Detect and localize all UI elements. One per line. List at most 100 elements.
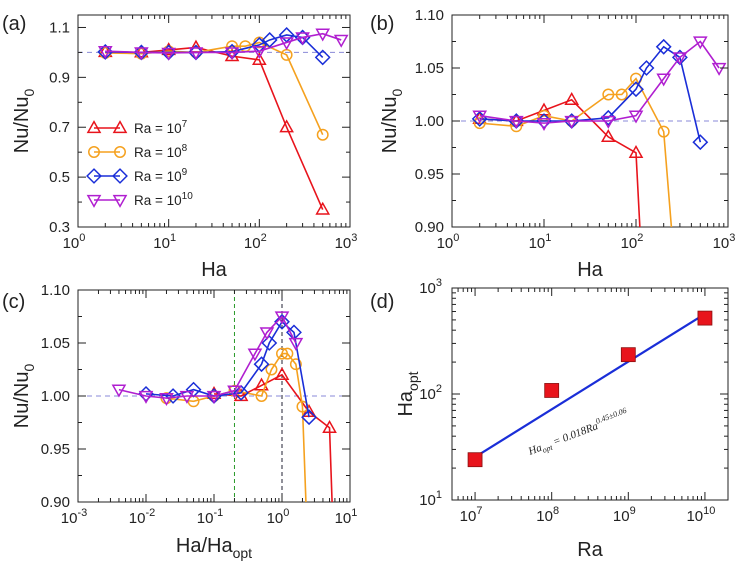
data-point — [536, 117, 552, 131]
x-tick-label: 101 — [153, 232, 176, 252]
x-tick-base: 10 — [536, 508, 553, 525]
data-point — [159, 392, 174, 406]
x-tick-base: 10 — [197, 510, 214, 527]
data-point — [247, 348, 263, 362]
x-tick-label: 100 — [63, 232, 86, 252]
scatter-series — [467, 310, 713, 468]
x-tick-exp: 0 — [453, 232, 459, 244]
x-tick-label: 109 — [613, 505, 636, 525]
x-tick-label: 102 — [621, 232, 644, 252]
plot-frame-d — [451, 287, 729, 501]
series-line — [479, 77, 673, 227]
series-Ra=1e7 — [206, 366, 337, 502]
x-tick-label: 101 — [335, 507, 358, 527]
x-tick-base: 10 — [244, 235, 261, 252]
y-axis-label-b: Nu/Nu0 — [379, 89, 405, 154]
x-tick-label: 10-1 — [197, 507, 223, 527]
data-point — [179, 390, 195, 404]
x-tick-base: 10 — [335, 235, 352, 252]
x-tick-exp: -3 — [77, 507, 87, 519]
series-Ra=1e10 — [472, 36, 727, 131]
panel-label-d: (d) — [370, 291, 394, 313]
y-tick-base: 10 — [419, 492, 436, 509]
data-point — [315, 201, 331, 215]
y-tick-label: 0.90 — [41, 494, 70, 511]
data-point — [314, 49, 331, 66]
y-tick-label: 0.90 — [415, 219, 444, 236]
x-tick-base: 10 — [437, 235, 454, 252]
legend-exp-ra8: 8 — [182, 143, 188, 154]
x-tick-exp: 0 — [79, 232, 85, 244]
x-tick-base: 10 — [153, 235, 170, 252]
legend-marker — [86, 168, 102, 184]
y-label-sub-a: 0 — [21, 89, 37, 97]
x-tick-base: 10 — [61, 510, 78, 527]
y-tick-label: 1.00 — [41, 388, 70, 405]
series-line — [105, 32, 342, 54]
y-axis-label-d: Haopt — [395, 371, 421, 416]
x-axis-label-d: Ra — [577, 539, 603, 561]
x-tick-label: 1010 — [686, 505, 715, 525]
legend-exp-ra10: 10 — [182, 191, 194, 202]
x-tick-label: 103 — [335, 232, 358, 252]
y-tick-label: 0.95 — [415, 166, 444, 183]
series-line — [166, 352, 307, 502]
legend-exp-ra7: 7 — [182, 119, 188, 130]
legend-item-ra7: Ra = 107 — [86, 119, 188, 136]
data-point — [276, 347, 288, 360]
data-point — [255, 390, 268, 402]
y-tick-exp: 3 — [436, 277, 442, 289]
plot-frame-a — [77, 14, 351, 228]
data-point — [697, 310, 713, 326]
y-label-main-d: Ha — [395, 390, 417, 416]
data-point — [322, 419, 337, 433]
data-point — [600, 115, 616, 129]
data-point — [628, 110, 644, 124]
y-tick-label: 1.05 — [415, 60, 444, 77]
data-point — [564, 91, 580, 105]
y-label-sub-c: 0 — [21, 364, 37, 372]
y-label-main-b: Nu/Nu — [379, 97, 401, 154]
y-tick-label: 0.3 — [49, 219, 70, 236]
data-point — [134, 44, 149, 58]
legend-marker2-ra8 — [114, 146, 126, 158]
panel-label-a: (a) — [2, 13, 26, 35]
x-tick-exp: 1 — [545, 232, 551, 244]
data-point — [620, 347, 636, 363]
x-tick-base: 10 — [267, 510, 284, 527]
legend-item-ra10: Ra = 1010 — [86, 191, 194, 208]
data-point — [615, 88, 628, 101]
x-tick-base: 10 — [686, 508, 703, 525]
data-point — [467, 452, 483, 468]
data-point — [637, 274, 649, 285]
legend-text-ra7: Ra = 10 — [134, 121, 182, 136]
fit-line — [474, 313, 706, 458]
data-point — [473, 117, 486, 130]
series-Ra=1e10 — [111, 311, 304, 406]
panel-c: (c) 10-3 10-2 10-1 100 1010.900.951.001.051.… — [2, 282, 357, 561]
x-tick-base: 10 — [460, 508, 477, 525]
data-point — [224, 47, 240, 61]
data-point — [333, 34, 349, 48]
x-tick-exp: -1 — [213, 507, 223, 519]
data-point — [564, 115, 580, 129]
data-point — [315, 28, 331, 42]
y-tick-label: 0.7 — [49, 119, 70, 136]
x-tick-base: 10 — [335, 510, 352, 527]
x-tick-exp: 9 — [630, 505, 636, 517]
data-point — [670, 275, 680, 285]
data-point — [254, 377, 269, 391]
legend-marker — [114, 146, 126, 158]
series-line — [118, 315, 297, 399]
data-point — [138, 390, 154, 404]
data-point — [259, 327, 275, 341]
y-tick-label: 1.10 — [415, 7, 444, 24]
data-point — [628, 81, 644, 98]
data-point — [274, 313, 290, 330]
legend-marker — [112, 194, 128, 208]
legend-label-ra9: Ra = 109 — [134, 167, 188, 184]
x-tick-exp: 3 — [351, 232, 357, 244]
data-point — [274, 366, 290, 380]
x-tick-exp: 1 — [170, 232, 176, 244]
